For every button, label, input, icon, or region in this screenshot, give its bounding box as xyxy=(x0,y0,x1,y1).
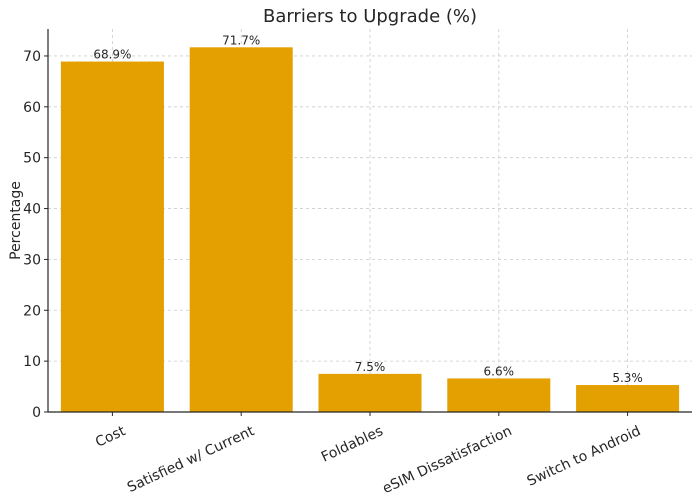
chart-title: Barriers to Upgrade (%) xyxy=(263,6,477,27)
y-ticks-group: 0 10 20 30 40 50 60 70 xyxy=(23,49,48,421)
bar xyxy=(189,47,293,412)
y-tick-label: 10 xyxy=(23,354,41,370)
data-labels-group: 68.9% 71.7% 7.5% 6.6% 5.3% xyxy=(93,33,643,385)
x-tick-label: Switch to Android xyxy=(525,423,644,490)
y-axis-label: Percentage xyxy=(8,181,24,260)
y-tick-label: 60 xyxy=(23,100,41,116)
y-tick-label: 70 xyxy=(23,49,41,65)
y-tick-label: 0 xyxy=(32,405,41,421)
bar xyxy=(60,61,164,412)
bar-data-label: 71.7% xyxy=(222,33,260,47)
bar-data-label: 68.9% xyxy=(93,48,131,62)
bar xyxy=(318,373,422,412)
y-tick-label: 50 xyxy=(23,151,41,167)
x-tick-label: Foldables xyxy=(319,423,386,465)
y-tick-label: 20 xyxy=(23,303,41,319)
y-tick-label: 30 xyxy=(23,252,41,268)
bar xyxy=(447,378,551,412)
bar-data-label: 6.6% xyxy=(484,364,515,378)
bar xyxy=(576,385,680,412)
bar-data-label: 5.3% xyxy=(612,371,643,385)
x-tick-label: Cost xyxy=(93,423,128,451)
bars-group xyxy=(60,47,680,412)
x-tick-label: eSIM Dissatisfaction xyxy=(380,423,514,496)
bar-data-label: 7.5% xyxy=(355,360,386,374)
x-tick-label: Satisfied w/ Current xyxy=(125,423,257,496)
y-tick-label: 40 xyxy=(23,202,41,218)
